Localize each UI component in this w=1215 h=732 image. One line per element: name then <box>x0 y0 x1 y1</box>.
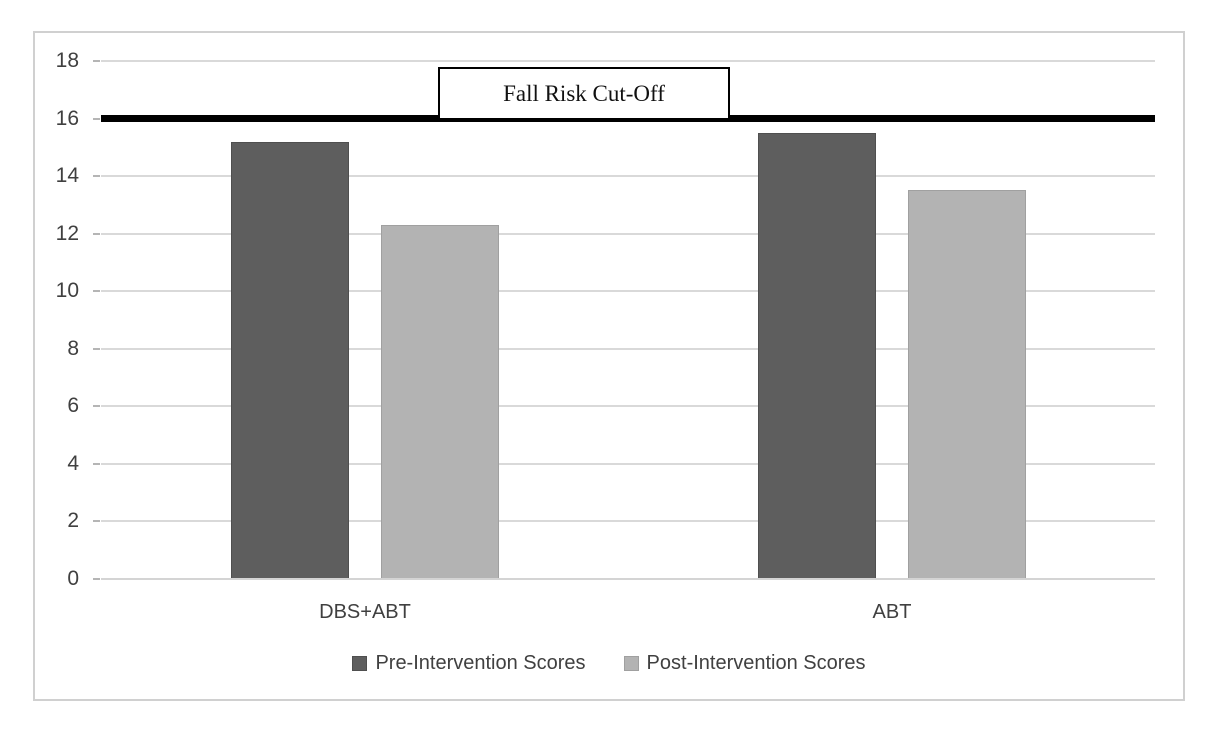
fall-risk-cutoff-label: Fall Risk Cut-Off <box>503 80 665 106</box>
y-tick-label-16: 16 <box>55 106 79 130</box>
gridline-y-6 <box>101 405 1155 408</box>
bar-pre-intervention-scores-abt <box>758 133 876 579</box>
y-axis-tick-0 <box>93 578 100 580</box>
y-axis-tick-6 <box>93 405 100 408</box>
gridline-y-18 <box>101 60 1155 62</box>
gridline-y-10 <box>101 290 1155 293</box>
y-tick-label-0: 0 <box>67 567 79 590</box>
fall-risk-cutoff-label-box: Fall Risk Cut-Off <box>438 67 730 120</box>
y-tick-label-2: 2 <box>67 509 79 533</box>
y-tick-label-8: 8 <box>67 336 79 360</box>
y-tick-label-18: 18 <box>55 49 79 72</box>
plot-area: 0 2 4 6 8 10 12 14 16 18 Fall Risk Cut-Off DBS+AB… <box>56 49 1155 623</box>
gridline-y-2 <box>101 520 1155 523</box>
y-axis-tick-2 <box>93 520 100 523</box>
legend-item-pre-intervention: Pre-Intervention Scores <box>352 652 586 675</box>
legend-item-post-intervention: Post-Intervention Scores <box>623 652 866 675</box>
y-axis-tick-16 <box>93 117 100 120</box>
bar-post-intervention-scores-abt <box>908 190 1026 579</box>
bar-pre-intervention-scores-dbs-abt <box>231 142 349 579</box>
y-tick-label-14: 14 <box>55 164 79 188</box>
legend: Pre-Intervention Scores Post-Interventio… <box>35 652 1183 675</box>
gridline-y-12 <box>101 232 1155 235</box>
legend-label-pre-intervention: Pre-Intervention Scores <box>375 652 586 674</box>
x-axis-line <box>101 578 1155 580</box>
gridline-y-8 <box>101 347 1155 350</box>
x-category-label-dbs-abt: DBS+ABT <box>319 601 411 623</box>
y-axis-tick-12 <box>93 232 100 235</box>
chart-frame: 0 2 4 6 8 10 12 14 16 18 Fall Risk Cut-Off DBS+AB… <box>33 31 1185 701</box>
gridline-y-14 <box>101 175 1155 178</box>
y-axis-tick-8 <box>93 347 100 350</box>
legend-label-post-intervention: Post-Intervention Scores <box>646 652 866 674</box>
y-tick-label-12: 12 <box>55 221 79 245</box>
y-tick-label-4: 4 <box>67 451 79 475</box>
legend-swatch-pre-intervention-icon <box>352 656 368 671</box>
y-tick-label-10: 10 <box>55 279 79 303</box>
y-axis-tick-4 <box>93 462 100 465</box>
y-tick-label-6: 6 <box>67 394 79 418</box>
y-axis-tick-18 <box>93 60 100 62</box>
bar-post-intervention-scores-dbs-abt <box>381 225 499 579</box>
x-category-label-abt: ABT <box>872 601 912 623</box>
y-axis-tick-10 <box>93 290 100 293</box>
legend-swatch-post-intervention-icon <box>623 656 639 671</box>
gridline-y-4 <box>101 462 1155 465</box>
y-axis-tick-14 <box>93 175 100 178</box>
